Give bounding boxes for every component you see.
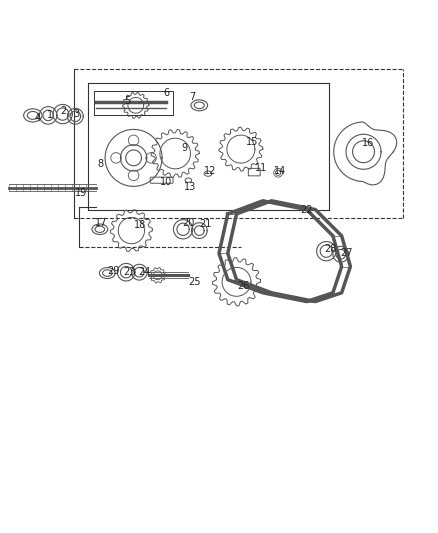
FancyBboxPatch shape (248, 168, 260, 176)
Text: 18: 18 (134, 220, 146, 230)
Text: 12: 12 (204, 166, 216, 176)
Text: 1: 1 (47, 110, 53, 120)
Text: 28: 28 (325, 244, 337, 254)
Text: 20: 20 (182, 217, 194, 228)
Text: 11: 11 (254, 163, 267, 173)
Text: 9: 9 (181, 143, 187, 154)
Text: 5: 5 (124, 96, 130, 106)
Text: 14: 14 (274, 166, 286, 176)
Text: 21: 21 (199, 219, 211, 229)
Text: 29: 29 (107, 266, 119, 276)
Text: 25: 25 (189, 277, 201, 287)
Text: 23: 23 (123, 266, 135, 277)
Text: 26: 26 (237, 281, 249, 291)
Text: 10: 10 (160, 177, 173, 188)
Text: 22: 22 (300, 205, 313, 215)
Text: 13: 13 (184, 182, 197, 192)
Text: 17: 17 (95, 217, 107, 228)
Text: 24: 24 (138, 266, 151, 277)
Text: 4: 4 (34, 112, 40, 123)
Text: 8: 8 (98, 159, 104, 168)
Text: 2: 2 (60, 106, 67, 116)
Text: 3: 3 (74, 109, 80, 119)
Text: 19: 19 (75, 188, 87, 198)
Text: 7: 7 (190, 92, 196, 102)
FancyBboxPatch shape (150, 177, 173, 183)
Text: 16: 16 (362, 138, 374, 148)
Text: 27: 27 (340, 248, 352, 259)
Text: 15: 15 (246, 136, 258, 147)
Text: 6: 6 (163, 88, 170, 99)
